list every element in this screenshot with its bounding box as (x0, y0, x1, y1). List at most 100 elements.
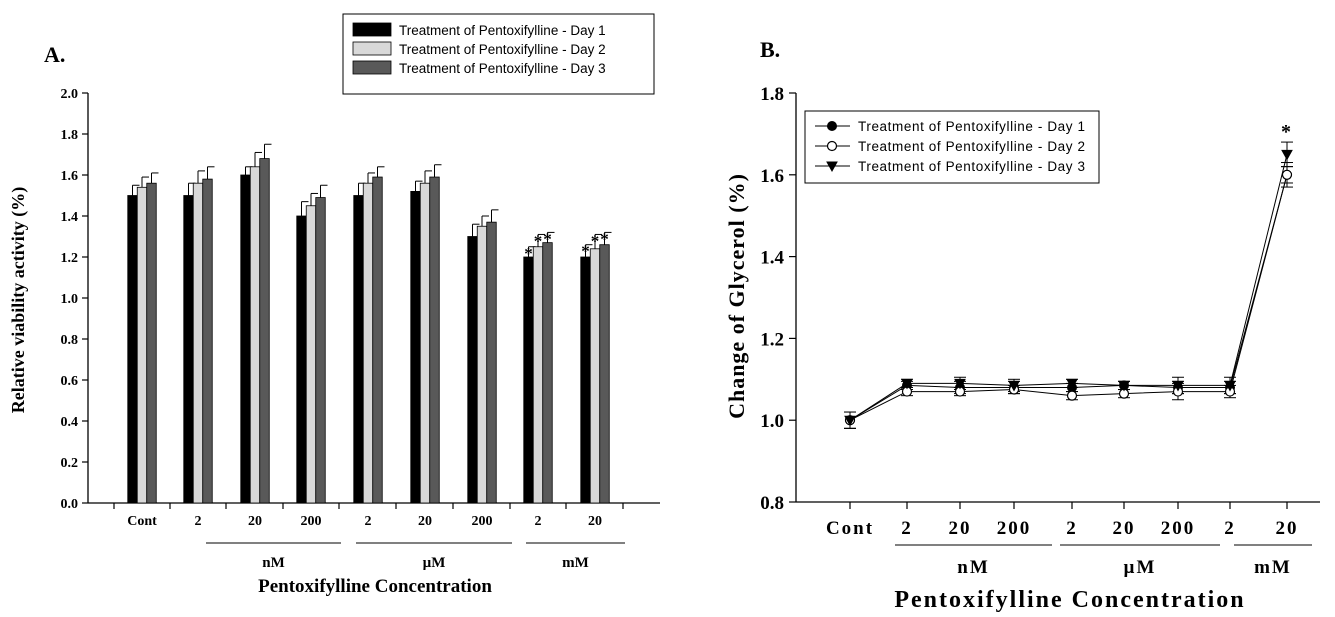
panel-b-label: B. (760, 37, 780, 62)
b-x-tick-label: 20 (949, 518, 972, 539)
b-marker-day3 (901, 378, 913, 390)
a-legend-box (342, 13, 655, 95)
b-marker-day3 (1224, 380, 1236, 392)
a-legend-entry: Treatment of Pentoxifylline - Day 3 (399, 61, 606, 76)
a-legend-entry: Treatment of Pentoxifylline - Day 1 (399, 23, 606, 38)
a-bar (410, 190, 421, 504)
a-x-tick-label: 2 (535, 514, 542, 529)
b-legend-box (804, 110, 1100, 184)
a-bar (362, 182, 374, 504)
a-group-label: µM (423, 555, 446, 571)
a-legend-swatch (352, 41, 392, 56)
panel-b-plot-area: 0.8 1.0 1.2 1.4 1.6 1.8 Cont 2 20 200 2 20 200 2 20 * nM… (760, 84, 1320, 578)
panel-a-x-axis-label: Pentoxifylline Concentration (258, 576, 492, 597)
b-marker-day3 (1066, 378, 1078, 390)
a-significance-marker: * (534, 231, 543, 250)
a-group-label: mM (562, 555, 589, 571)
b-group-label: mM (1254, 557, 1292, 578)
b-marker-day2 (1066, 390, 1078, 401)
a-bar (372, 176, 383, 504)
b-x-tick-label: 2 (1066, 518, 1078, 539)
a-bar (419, 182, 431, 504)
b-x-tick-label: Cont (826, 518, 874, 539)
b-marker-day3 (844, 415, 856, 427)
a-bar (202, 178, 213, 504)
a-significance-marker: * (543, 229, 552, 248)
a-x-tick-label: 20 (418, 514, 432, 529)
a-y-tick-label: 1.2 (61, 251, 79, 266)
a-legend-swatch (352, 60, 392, 75)
a-bar (486, 221, 497, 504)
a-y-tick-label: 1.4 (61, 210, 79, 225)
a-x-tick-label: 2 (365, 514, 372, 529)
b-y-tick-label: 1.4 (760, 248, 784, 269)
a-bar (523, 256, 534, 504)
a-legend-entry: Treatment of Pentoxifylline - Day 2 (399, 42, 606, 57)
b-marker-day3 (954, 378, 966, 390)
a-bar (296, 215, 307, 504)
a-bar (429, 176, 440, 504)
panel-a-y-axis-label: Relative viability activity (%) (8, 187, 29, 413)
a-bar (542, 242, 553, 504)
b-y-tick-label: 1.8 (760, 84, 784, 105)
b-marker-day3 (1118, 380, 1130, 392)
b-y-tick-label: 1.2 (760, 329, 784, 350)
a-legend-swatch (352, 22, 392, 37)
a-y-tick-label: 0.6 (61, 374, 79, 389)
a-y-tick-label: 0.0 (61, 497, 79, 512)
b-group-label: µM (1124, 557, 1157, 578)
b-marker-day3 (1008, 380, 1020, 392)
panel-b: B. 0.8 1.0 1.2 1.4 1.6 1.8 Cont 2 20 200 2 20 200 2 20… (724, 37, 1320, 613)
panel-b-y-axis-label: Change of Glycerol (%) (724, 173, 749, 419)
a-bar (353, 195, 364, 504)
b-x-tick-label: 200 (997, 518, 1032, 539)
a-bar (315, 197, 326, 504)
a-bar (599, 244, 610, 504)
panel-b-legend: Treatment of Pentoxifylline - Day 1 Treat… (804, 110, 1100, 184)
a-x-tick-label: 20 (588, 514, 602, 529)
a-y-tick-label: 0.4 (61, 415, 79, 430)
a-bar (259, 158, 270, 504)
a-significance-marker: * (524, 244, 533, 263)
a-y-tick-label: 1.8 (61, 128, 79, 143)
b-y-tick-label: 0.8 (760, 493, 784, 514)
b-legend-entry: Treatment of Pentoxifylline - Day 3 (858, 159, 1086, 174)
a-bar (240, 174, 251, 504)
panel-a: A. 0.0 0.2 0.4 0.6 0.8 1.0 1.2 1.4 1.6 1.8 2.0 Cont… (8, 13, 660, 597)
a-bar (467, 236, 478, 504)
b-x-tick-label: 200 (1161, 518, 1196, 539)
a-y-tick-label: 1.6 (61, 169, 79, 184)
a-x-tick-label: 200 (472, 514, 493, 529)
b-y-tick-label: 1.0 (760, 411, 784, 432)
b-marker-day2 (826, 140, 838, 152)
panel-b-x-axis-label: Pentoxifylline Concentration (894, 587, 1245, 613)
a-x-tick-label: 20 (248, 514, 262, 529)
panel-a-plot-area: 0.0 0.2 0.4 0.6 0.8 1.0 1.2 1.4 1.6 1.8 2.0 Cont 2 20… (61, 87, 660, 571)
b-y-tick-label: 1.6 (760, 166, 784, 187)
a-bar (183, 195, 194, 504)
a-group-label: nM (262, 555, 285, 571)
a-y-tick-label: 0.8 (61, 333, 79, 348)
a-bar (192, 182, 204, 504)
a-bar (589, 248, 601, 504)
a-bar (127, 195, 138, 504)
b-legend-entry: Treatment of Pentoxifylline - Day 1 (858, 119, 1086, 134)
b-marker-day3 (826, 161, 838, 173)
a-x-tick-label: 200 (301, 514, 322, 529)
a-bar (136, 186, 148, 504)
b-significance-marker: * (1281, 121, 1291, 143)
b-x-tick-label: 2 (1224, 518, 1236, 539)
a-bar (146, 182, 157, 504)
b-marker-day3 (1281, 149, 1293, 161)
a-x-tick-label: 2 (195, 514, 202, 529)
b-marker-day3 (1172, 380, 1184, 392)
a-bar (532, 246, 544, 504)
b-legend-entry: Treatment of Pentoxifylline - Day 2 (858, 139, 1086, 154)
a-y-tick-label: 0.2 (61, 456, 79, 471)
panel-a-legend: Treatment of Pentoxifylline - Day 1 Treat… (342, 13, 655, 95)
a-significance-marker: * (600, 229, 609, 248)
b-marker-day1 (827, 121, 837, 131)
a-significance-marker: * (581, 242, 590, 261)
a-bar (580, 256, 591, 504)
